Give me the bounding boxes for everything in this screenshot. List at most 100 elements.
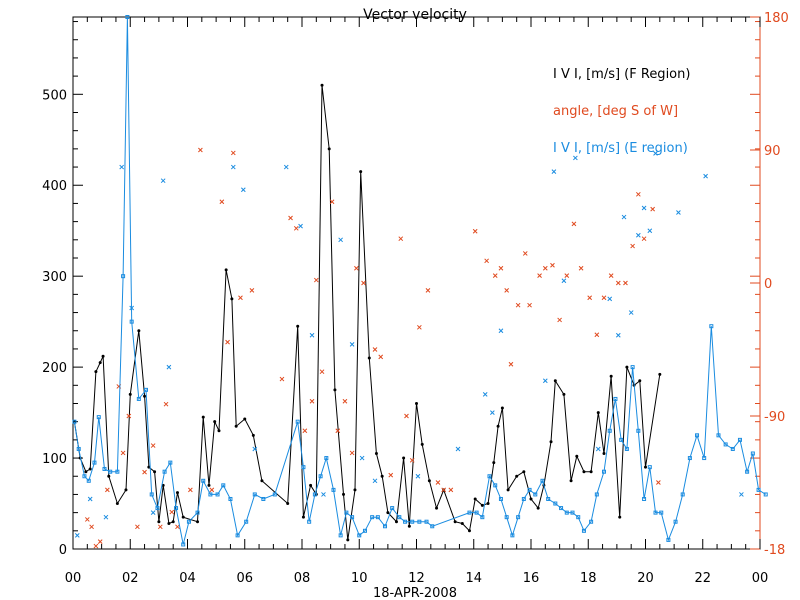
data-point	[331, 487, 336, 492]
data-point	[516, 515, 521, 520]
data-point	[615, 280, 621, 286]
data-point	[338, 533, 343, 538]
data-point	[602, 452, 606, 456]
data-point	[435, 506, 439, 510]
data-point	[372, 347, 378, 352]
data-point	[221, 483, 226, 488]
data-point	[228, 496, 233, 501]
data-point	[198, 147, 203, 153]
data-point	[169, 509, 175, 515]
data-point	[230, 150, 236, 156]
data-point	[659, 510, 664, 515]
data-point	[370, 515, 375, 520]
data-point	[460, 522, 464, 526]
data-point	[82, 474, 87, 479]
data-point	[163, 401, 169, 407]
data-point	[230, 297, 234, 301]
data-point	[656, 480, 661, 485]
data-point	[349, 450, 355, 456]
data-point	[150, 443, 156, 448]
data-point	[467, 529, 471, 533]
data-point	[723, 442, 728, 447]
data-point	[415, 473, 421, 479]
data-point	[101, 354, 105, 358]
data-point	[521, 496, 526, 501]
data-point	[473, 497, 477, 501]
data-point	[338, 237, 343, 243]
data-point	[647, 228, 653, 234]
data-point	[97, 539, 103, 544]
data-point	[175, 491, 179, 495]
right-tick-label: -18	[764, 543, 785, 558]
data-point	[564, 273, 570, 278]
data-point	[702, 456, 707, 461]
data-point	[569, 479, 573, 483]
data-point	[435, 480, 441, 485]
data-point	[143, 387, 148, 392]
data-point	[635, 191, 641, 197]
data-point	[374, 452, 378, 456]
data-point	[195, 510, 200, 515]
data-point	[553, 379, 557, 383]
data-point	[372, 478, 378, 484]
data-point	[302, 428, 308, 434]
data-point	[522, 251, 528, 256]
data-point	[595, 446, 601, 452]
data-point	[155, 506, 160, 511]
data-point	[564, 510, 569, 515]
data-point	[492, 461, 496, 465]
data-point	[641, 205, 647, 211]
data-point	[506, 488, 510, 492]
data-point	[93, 543, 99, 549]
x-axis-label: 18-APR-2008	[373, 586, 457, 600]
left-tick-label: 400	[42, 179, 67, 194]
data-point	[76, 446, 81, 451]
x-tick-label: 20	[637, 571, 654, 586]
data-point	[615, 332, 621, 338]
data-point	[750, 451, 755, 456]
data-point	[327, 147, 331, 151]
data-point	[763, 492, 768, 497]
data-point	[217, 429, 221, 433]
data-point	[546, 496, 551, 501]
data-point	[542, 378, 548, 384]
data-point	[301, 465, 306, 470]
data-point	[529, 497, 533, 501]
data-point	[335, 428, 341, 434]
left-tick-label: 100	[42, 452, 67, 467]
data-point	[636, 428, 641, 433]
data-point	[196, 520, 200, 524]
data-point	[240, 187, 246, 193]
data-point	[427, 479, 431, 483]
data-point	[638, 379, 642, 383]
data-point	[224, 268, 228, 272]
data-point	[730, 446, 735, 451]
data-point	[307, 519, 312, 524]
data-point	[630, 243, 635, 249]
data-point	[490, 410, 495, 415]
data-point	[296, 324, 300, 328]
data-point	[157, 520, 161, 524]
data-point	[142, 469, 147, 475]
data-point	[207, 483, 211, 487]
data-point	[295, 419, 300, 424]
data-point	[709, 324, 714, 329]
x-tick-label: 00	[752, 571, 769, 586]
data-point	[515, 302, 521, 308]
data-point	[576, 515, 581, 520]
x-tick-label: 02	[122, 571, 139, 586]
data-point	[587, 295, 593, 301]
data-point	[350, 515, 355, 520]
data-point	[537, 273, 542, 278]
data-point	[570, 510, 575, 515]
right-tick-label: 0	[764, 277, 772, 292]
data-point	[213, 420, 217, 424]
data-point	[388, 472, 394, 478]
data-point	[72, 419, 77, 424]
right-tick-label: -90	[764, 410, 785, 425]
data-point	[378, 354, 384, 360]
data-point	[342, 492, 346, 496]
data-point	[359, 455, 365, 461]
data-point	[695, 433, 700, 438]
data-point	[86, 478, 91, 483]
